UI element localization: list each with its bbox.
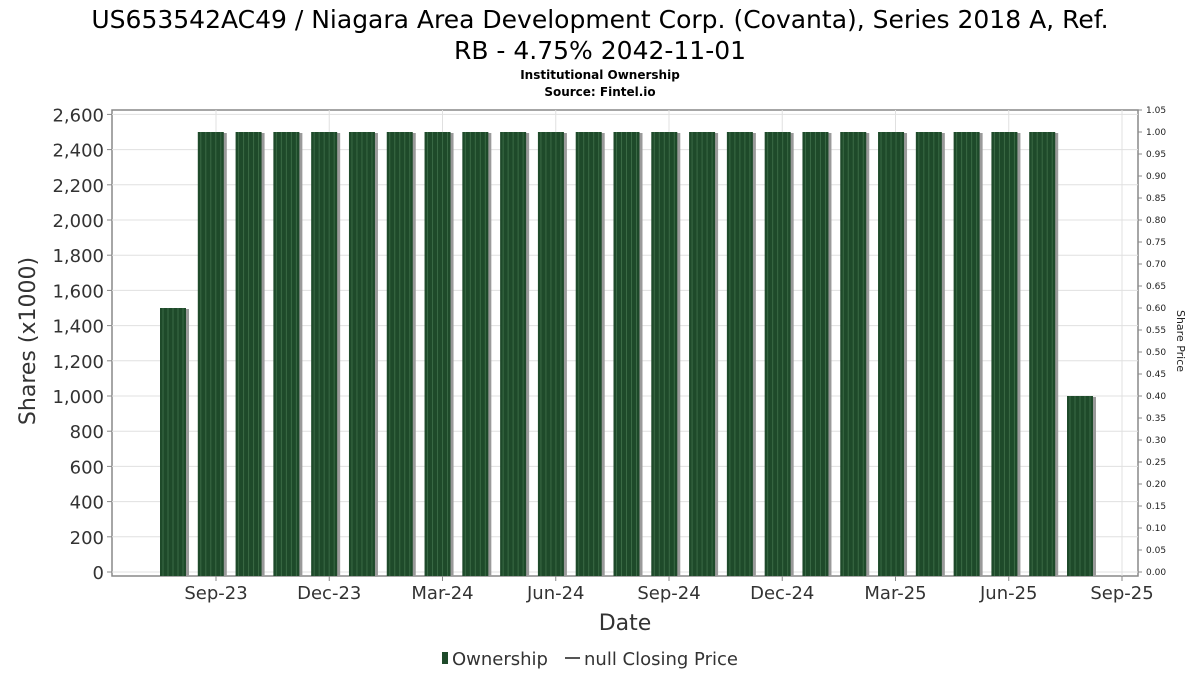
- chart-source: Source: Fintel.io: [544, 85, 656, 99]
- y2-tick-label: 0.60: [1146, 304, 1166, 314]
- y-tick-label: 2,600: [52, 105, 104, 126]
- y-tick-label: 200: [70, 528, 104, 549]
- x-tick-label: Sep-24: [637, 583, 700, 604]
- y2-tick-label: 0.20: [1146, 480, 1166, 490]
- y2-tick-label: 0.00: [1146, 568, 1166, 578]
- y-axis-label: Shares (x1000): [16, 257, 41, 425]
- y-tick-label: 2,200: [52, 176, 104, 197]
- y2-tick-label: 0.45: [1146, 370, 1166, 380]
- legend-ownership-swatch: [442, 652, 448, 664]
- y2-tick-label: 0.40: [1146, 392, 1166, 402]
- chart-title: US653542AC49 / Niagara Area Development …: [91, 5, 1109, 65]
- y-tick-label: 1,000: [52, 387, 104, 408]
- y2-axis-label: Share Price: [1174, 310, 1187, 372]
- y2-tick-label: 0.65: [1146, 282, 1166, 292]
- y-tick-label: 1,200: [52, 352, 104, 373]
- y-tick-label: 600: [70, 457, 104, 478]
- y-tick-label: 0: [93, 563, 104, 584]
- x-tick-label: Mar-24: [411, 583, 473, 604]
- x-tick-label: Sep-25: [1090, 583, 1153, 604]
- y2-tick-label: 1.00: [1146, 128, 1166, 138]
- x-tick-label: Dec-24: [750, 583, 814, 604]
- y2-tick-label: 0.75: [1146, 238, 1166, 248]
- y2-tick-label: 0.10: [1146, 524, 1166, 534]
- legend-ownership-label: Ownership: [452, 649, 548, 670]
- y2-tick-label: 0.35: [1146, 414, 1166, 424]
- x-tick-label: Mar-25: [864, 583, 926, 604]
- y2-tick-label: 0.90: [1146, 172, 1166, 182]
- y-tick-label: 2,400: [52, 141, 104, 162]
- y2-tick-label: 0.80: [1146, 216, 1166, 226]
- y-tick-label: 400: [70, 493, 104, 514]
- y-tick-label: 2,000: [52, 211, 104, 232]
- y2-tick-label: 0.55: [1146, 326, 1166, 336]
- x-axis-label: Date: [599, 611, 652, 636]
- y2-tick-label: 1.05: [1146, 106, 1166, 116]
- y2-tick-label: 0.15: [1146, 502, 1166, 512]
- y-tick-label: 1,800: [52, 246, 104, 267]
- chart-subtitle: Institutional Ownership: [520, 68, 680, 82]
- y2-tick-label: 0.50: [1146, 348, 1166, 358]
- x-tick-label: Jun-25: [979, 583, 1038, 604]
- y2-tick-label: 0.95: [1146, 150, 1166, 160]
- y2-tick-label: 0.25: [1146, 458, 1166, 468]
- x-tick-label: Sep-23: [184, 583, 247, 604]
- y-tick-label: 1,400: [52, 317, 104, 338]
- y2-tick-label: 0.30: [1146, 436, 1166, 446]
- x-tick-label: Dec-23: [297, 583, 361, 604]
- y-tick-label: 800: [70, 422, 104, 443]
- legend-price-label: null Closing Price: [584, 649, 738, 670]
- y2-tick-label: 0.05: [1146, 546, 1166, 556]
- y2-tick-label: 0.70: [1146, 260, 1166, 270]
- x-tick-label: Jun-24: [526, 583, 585, 604]
- y2-tick-label: 0.85: [1146, 194, 1166, 204]
- y-tick-label: 1,600: [52, 281, 104, 302]
